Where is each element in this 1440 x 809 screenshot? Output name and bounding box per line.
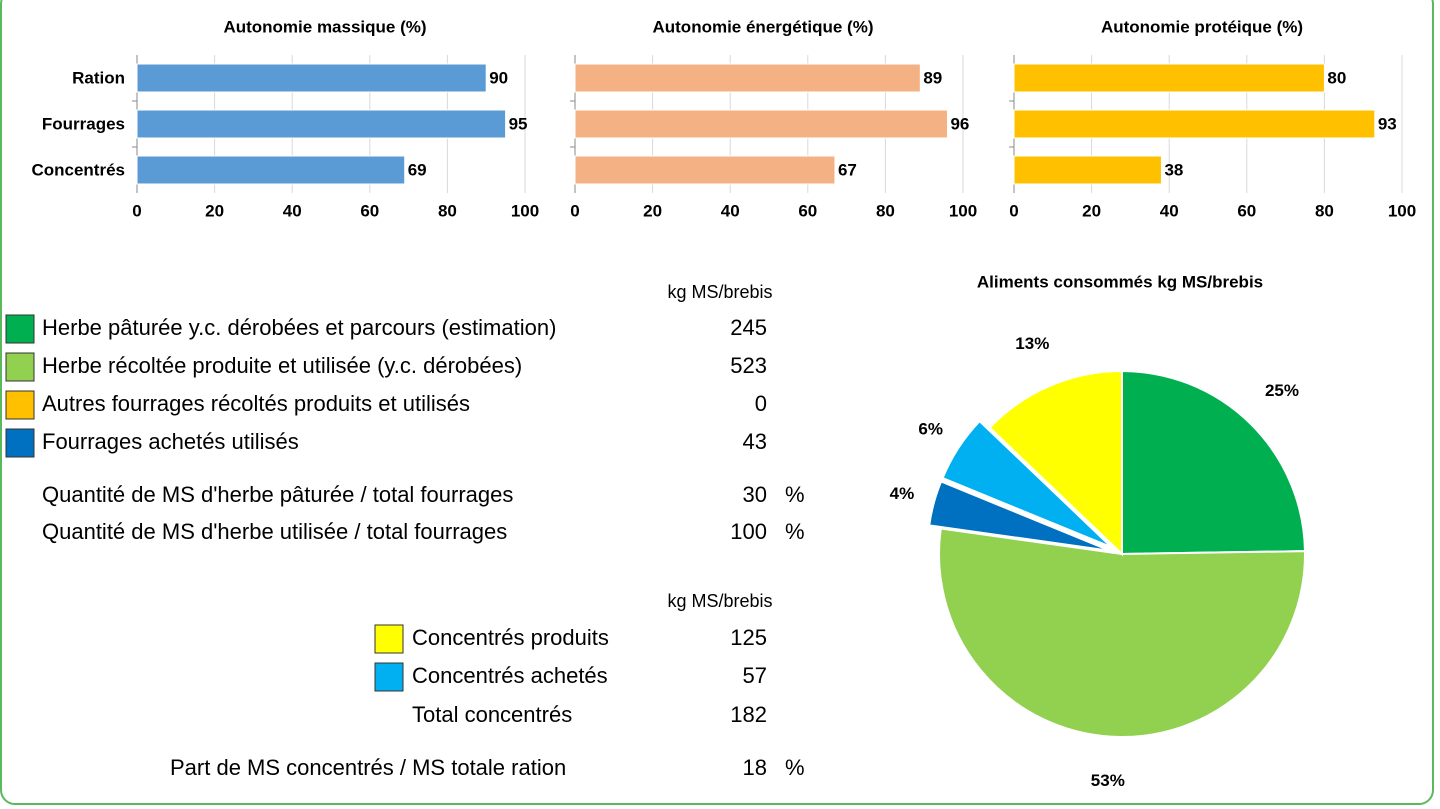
bar: [1013, 155, 1162, 185]
bar-value-label: 80: [1327, 68, 1346, 87]
x-tick-label: 100: [949, 201, 977, 220]
row-value: 57: [743, 663, 767, 688]
chart-title: Autonomie énergétique (%): [652, 17, 873, 36]
x-tick-label: 80: [438, 201, 457, 220]
x-tick-label: 20: [643, 201, 662, 220]
row-value: 43: [743, 429, 767, 454]
x-tick-label: 40: [283, 201, 302, 220]
pie-slice: [928, 480, 1111, 552]
share-label: Part de MS concentrés / MS totale ration: [170, 755, 566, 780]
x-tick-label: 0: [1009, 201, 1018, 220]
bar-value-label: 96: [950, 114, 969, 133]
row-label: Concentrés produits: [412, 625, 609, 650]
column-header: kg MS/brebis: [667, 591, 772, 611]
bar-value-label: 93: [1378, 114, 1397, 133]
row-label: Fourrages achetés utilisés: [42, 429, 299, 454]
category-label: Ration: [72, 68, 125, 87]
bar-value-label: 67: [838, 160, 857, 179]
bar-value-label: 69: [408, 160, 427, 179]
x-tick-label: 60: [798, 201, 817, 220]
bar: [1013, 63, 1325, 93]
row-label: Herbe récoltée produite et utilisée (y.c…: [42, 353, 522, 378]
bar-value-label: 89: [923, 68, 942, 87]
x-tick-label: 80: [1315, 201, 1334, 220]
ratio-unit: %: [785, 519, 805, 544]
ratio-unit: %: [785, 482, 805, 507]
chart-title: Aliments consommés kg MS/brebis: [977, 272, 1263, 291]
bar: [574, 109, 948, 139]
slice-label: 6%: [918, 419, 943, 438]
row-value: 523: [730, 353, 767, 378]
slice-label: 53%: [1091, 771, 1125, 790]
chart-title: Autonomie massique (%): [223, 17, 426, 36]
x-tick-label: 20: [205, 201, 224, 220]
row-value: 0: [755, 391, 767, 416]
slice-label: 4%: [890, 484, 915, 503]
bar: [136, 63, 487, 93]
pie-slice: [941, 419, 1113, 549]
bar: [136, 155, 406, 185]
bar: [1013, 109, 1376, 139]
x-tick-label: 100: [1388, 201, 1416, 220]
row-value: 125: [730, 625, 767, 650]
legend-swatch: [5, 352, 35, 382]
x-tick-label: 40: [721, 201, 740, 220]
x-tick-label: 80: [876, 201, 895, 220]
ratio-value: 30: [743, 482, 767, 507]
row-label: Autres fourrages récoltés produits et ut…: [42, 391, 470, 416]
total-label: Total concentrés: [412, 702, 572, 727]
bar-value-label: 90: [489, 68, 508, 87]
bar-value-label: 38: [1164, 160, 1183, 179]
pie-slice: [1121, 369, 1306, 556]
x-tick-label: 60: [360, 201, 379, 220]
x-tick-label: 40: [1160, 201, 1179, 220]
share-value: 18: [743, 755, 767, 780]
pie-slice: [988, 369, 1123, 557]
ratio-value: 100: [730, 519, 767, 544]
row-value: 245: [730, 315, 767, 340]
pie-slice: [938, 527, 1306, 738]
share-unit: %: [785, 755, 805, 780]
row-label: Concentrés achetés: [412, 663, 608, 688]
legend-swatch: [5, 314, 35, 344]
legend-swatch: [5, 428, 35, 458]
x-tick-label: 0: [570, 201, 579, 220]
x-tick-label: 0: [132, 201, 141, 220]
legend-swatch: [374, 662, 404, 692]
chart-title: Autonomie protéique (%): [1101, 17, 1303, 36]
x-tick-label: 60: [1237, 201, 1256, 220]
ratio-label: Quantité de MS d'herbe utilisée / total …: [42, 519, 507, 544]
bar: [574, 155, 836, 185]
legend-swatch: [5, 390, 35, 420]
bar: [136, 109, 507, 139]
legend-swatch: [374, 624, 404, 654]
x-tick-label: 20: [1082, 201, 1101, 220]
ratio-label: Quantité de MS d'herbe pâturée / total f…: [42, 482, 513, 507]
slice-label: 25%: [1265, 381, 1299, 400]
bar: [574, 63, 921, 93]
category-label: Concentrés: [31, 160, 125, 179]
x-tick-label: 100: [511, 201, 539, 220]
column-header: kg MS/brebis: [667, 282, 772, 302]
row-label: Herbe pâturée y.c. dérobées et parcours …: [42, 315, 556, 340]
category-label: Fourrages: [42, 114, 125, 133]
slice-label: 13%: [1015, 334, 1049, 353]
bar-value-label: 95: [509, 114, 528, 133]
total-value: 182: [730, 702, 767, 727]
